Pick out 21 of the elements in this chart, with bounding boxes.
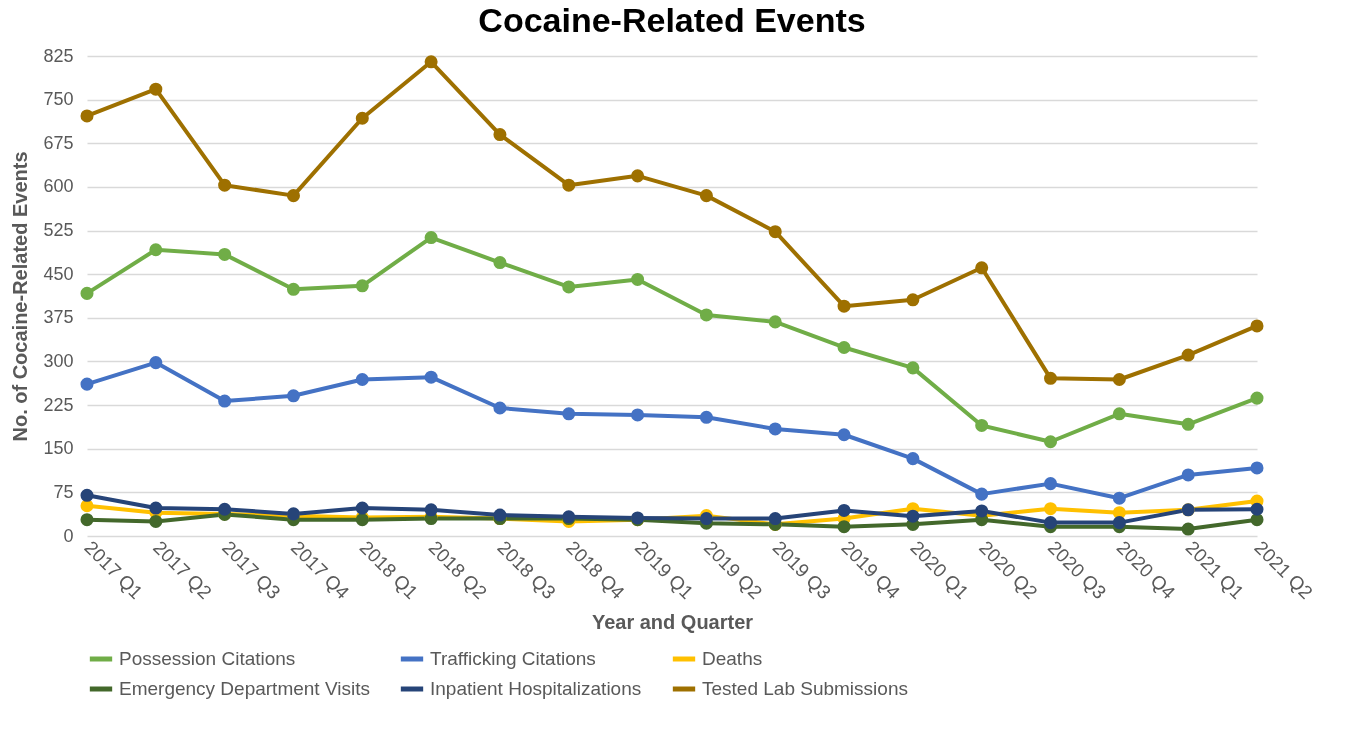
y-tick-label: 825 — [43, 45, 74, 66]
y-tick-label: 375 — [43, 307, 74, 328]
y-axis-title: No. of Cocaine-Related Events — [9, 151, 32, 442]
y-tick-label: 750 — [43, 89, 74, 110]
legend-label: Trafficking Citations — [430, 648, 596, 669]
y-tick-label: 225 — [43, 394, 74, 415]
y-tick-label: 300 — [43, 350, 74, 371]
legend-label: Inpatient Hospitalizations — [430, 678, 642, 699]
legend-label: Deaths — [702, 648, 763, 669]
chart-title: Cocaine-Related Events — [478, 1, 866, 39]
legend-label: Tested Lab Submissions — [702, 678, 908, 699]
x-axis-title: Year and Quarter — [591, 611, 754, 634]
y-tick-label: 450 — [43, 263, 74, 284]
y-tick-label: 525 — [43, 220, 74, 241]
legend-label: Possession Citations — [119, 648, 296, 669]
y-tick-label: 675 — [43, 132, 74, 153]
y-tick-label: 75 — [53, 481, 74, 502]
y-tick-label: 150 — [43, 438, 74, 459]
y-tick-label: 0 — [63, 525, 74, 546]
legend-label: Emergency Department Visits — [119, 678, 370, 699]
y-tick-label: 600 — [43, 176, 74, 197]
